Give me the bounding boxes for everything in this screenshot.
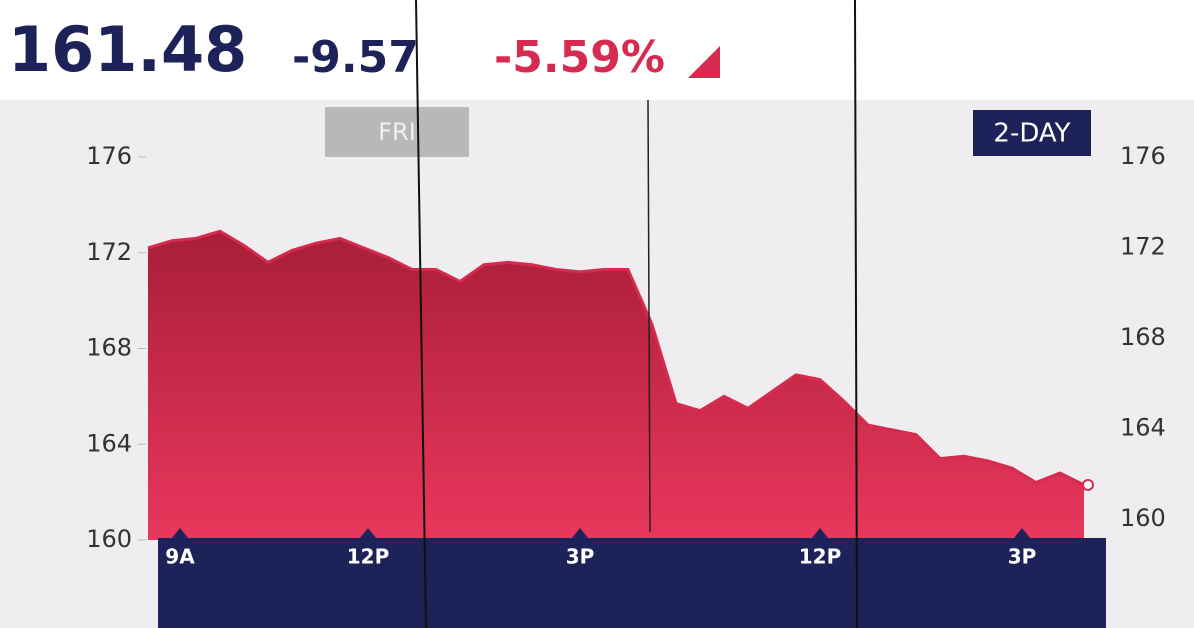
x-tick-label: 3P xyxy=(566,545,595,569)
x-tick-marker xyxy=(360,528,376,538)
area xyxy=(148,231,1084,541)
screen-seam xyxy=(854,0,858,628)
header-bar xyxy=(0,0,1194,100)
y-tick-label: 164 xyxy=(86,429,132,457)
x-axis: 9A 12P 3P 12P 3P xyxy=(165,528,1036,569)
time-bar xyxy=(158,538,1106,628)
x-tick-marker xyxy=(812,528,828,538)
range-badge xyxy=(973,110,1091,156)
day-badge xyxy=(325,107,469,157)
down-arrow xyxy=(688,46,720,78)
y-tick-label: 172 xyxy=(86,238,132,266)
y2-tick-label: 168 xyxy=(1120,323,1166,351)
x-tick-marker xyxy=(572,528,588,538)
percent: -5.59% xyxy=(494,32,665,83)
x-tick-label: 9A xyxy=(165,545,195,569)
range-label: 2-DAY xyxy=(993,119,1070,149)
y-tick-label: 160 xyxy=(86,525,132,553)
x-tick-label: 12P xyxy=(347,545,390,569)
plot: 160 160 164 164 168 168 172 172 176 176 xyxy=(86,142,1166,553)
day-divider xyxy=(647,99,651,533)
y2-tick-label: 176 xyxy=(1120,142,1166,170)
line xyxy=(147,229,1085,487)
y2-tick-label: 172 xyxy=(1120,233,1166,261)
y-tick-label: 168 xyxy=(86,334,132,362)
x-tick-marker xyxy=(172,528,188,538)
price: 161.48 xyxy=(8,13,247,86)
x-tick-label: 3P xyxy=(1008,545,1037,569)
day-label: FRI xyxy=(378,118,416,146)
x-tick-marker xyxy=(1014,528,1030,538)
last-point xyxy=(1082,478,1094,491)
x-tick-label: 12P xyxy=(799,545,842,569)
change: -9.57 xyxy=(292,32,419,83)
y2-tick-label: 164 xyxy=(1120,414,1166,442)
screen-seam xyxy=(415,0,427,628)
y-tick-label: 176 xyxy=(86,142,132,170)
y2-tick-label: 160 xyxy=(1120,504,1166,532)
